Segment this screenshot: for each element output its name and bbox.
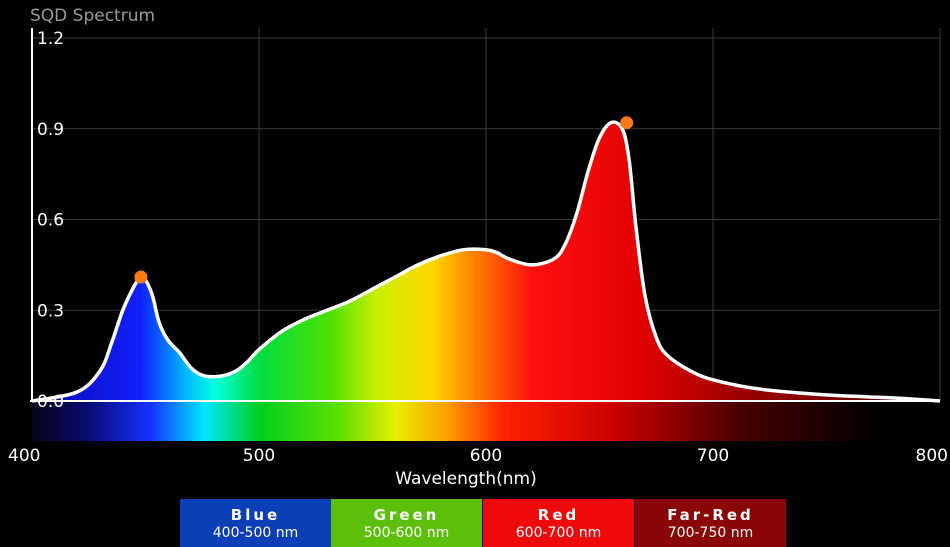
y-tick-label: 0.3 [37, 301, 64, 321]
x-tick-label: 800 [916, 446, 948, 466]
x-tick-labels: 400 500 600 700 800 [8, 446, 948, 466]
x-tick-label: 600 [470, 446, 502, 466]
y-tick-label: 0.0 [37, 392, 64, 412]
y-tick-label: 1.2 [37, 29, 64, 49]
band-range: 700-750 nm [667, 525, 754, 541]
band-range: 600-700 nm [515, 525, 602, 541]
band-green: Green 500-600 nm [331, 499, 482, 547]
band-range: 400-500 nm [212, 525, 299, 541]
peak-markers [134, 116, 634, 284]
wavelength-color-bar [32, 401, 940, 441]
spectrum-curve [31, 120, 941, 403]
x-tick-label: 500 [243, 446, 275, 466]
peak-marker [134, 270, 148, 284]
spectrum-area [32, 122, 940, 402]
y-tick-label: 0.6 [37, 211, 64, 231]
x-axis-label: Wavelength(nm) [395, 469, 536, 489]
band-name: Far-Red [667, 506, 754, 524]
y-tick-label: 0.9 [37, 120, 64, 140]
x-tick-label: 400 [8, 446, 40, 466]
band-name: Blue [230, 506, 281, 524]
peak-marker [620, 116, 634, 130]
band-far-red: Far-Red 700-750 nm [635, 499, 786, 547]
spectrum-chart: 1.2 0.9 0.6 0.3 0.0 400 500 600 700 800 Waveleng… [8, 28, 948, 489]
chart-title: SQD Spectrum [30, 6, 156, 26]
band-blue: Blue 400-500 nm [180, 499, 331, 547]
band-red: Red 600-700 nm [483, 499, 634, 547]
band-range: 500-600 nm [363, 525, 450, 541]
y-tick-labels: 1.2 0.9 0.6 0.3 0.0 [37, 29, 64, 412]
band-name: Red [537, 506, 580, 524]
band-name: Green [373, 506, 440, 524]
x-tick-label: 700 [697, 446, 729, 466]
